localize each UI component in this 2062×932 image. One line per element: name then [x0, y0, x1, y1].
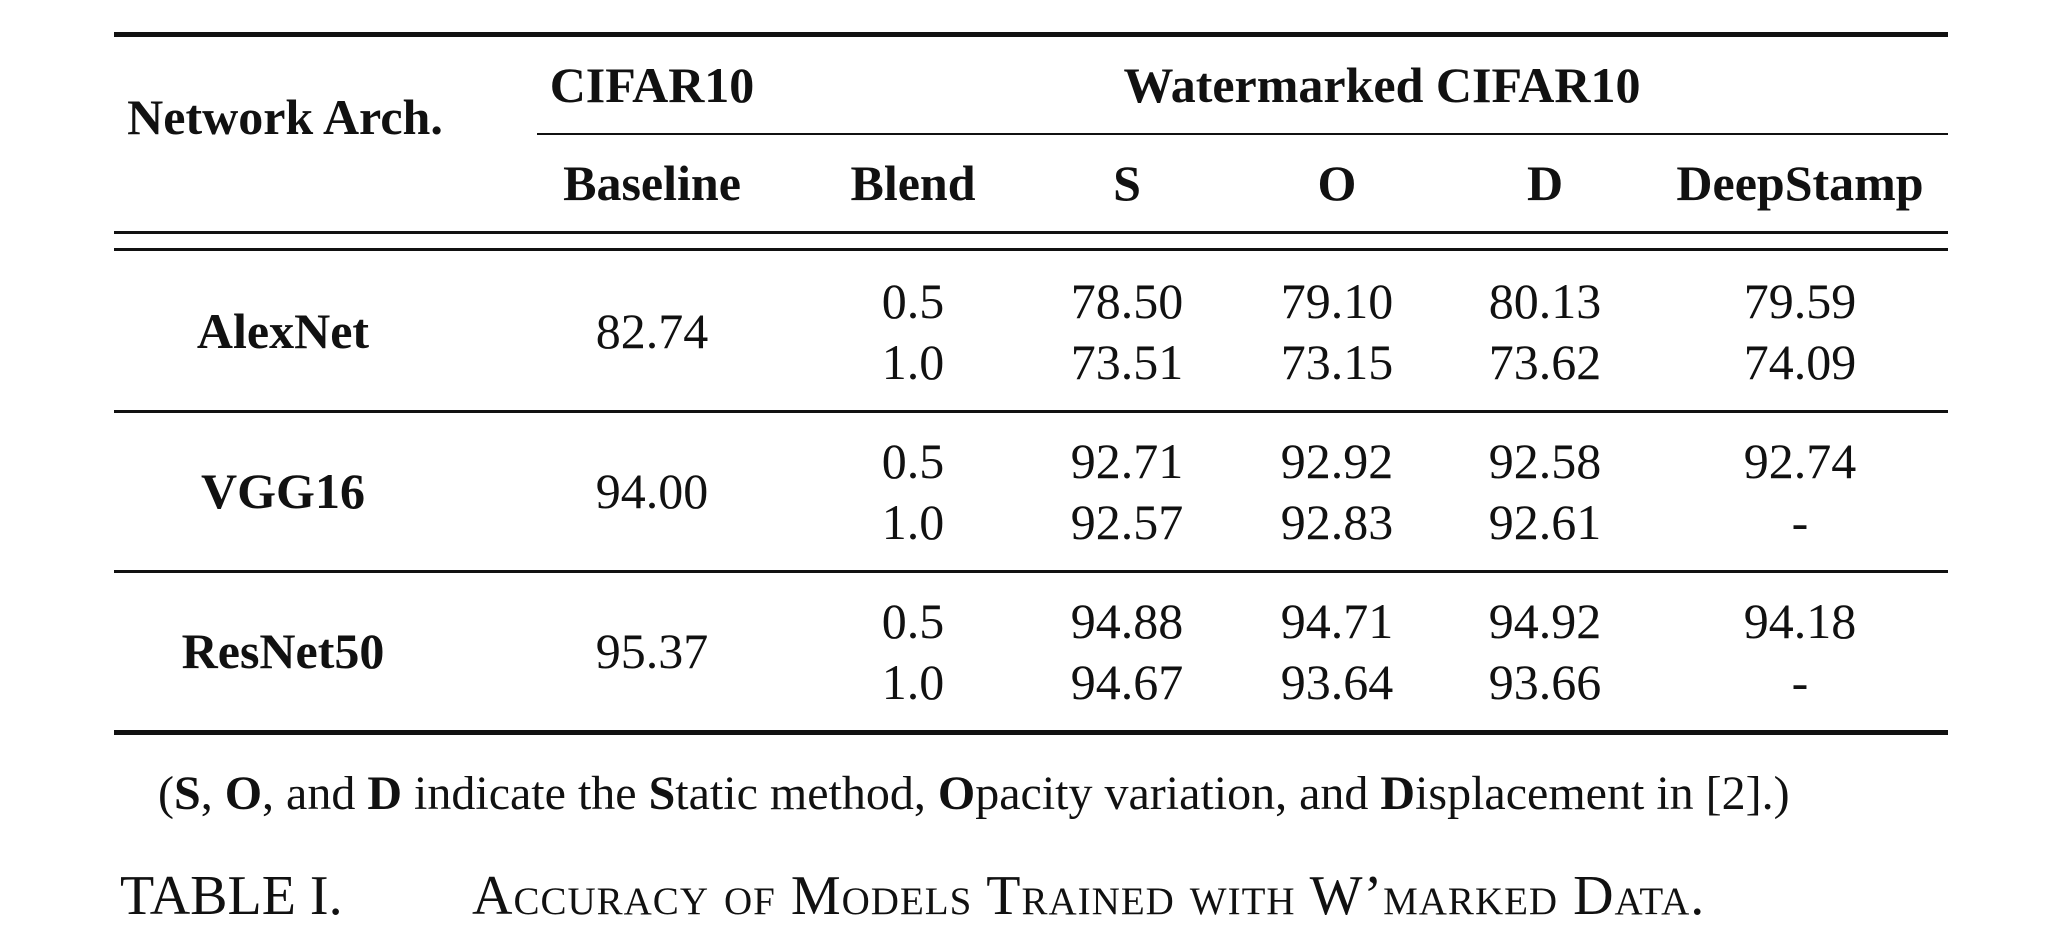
- note-bold: S: [173, 767, 201, 820]
- row-baseline-alexnet: 82.74: [595, 303, 709, 359]
- cell-d: 80.13: [1488, 273, 1602, 329]
- note-bold: O: [937, 767, 976, 820]
- cell-blend: 0.5: [881, 433, 945, 489]
- note-text: ,: [200, 767, 225, 820]
- note-text: tatic method,: [675, 767, 938, 820]
- header-col-deepstamp: DeepStamp: [1676, 155, 1924, 211]
- cell-deepstamp: 79.59: [1743, 273, 1857, 329]
- cell-blend: 0.5: [881, 593, 945, 649]
- note-bold: D: [367, 767, 403, 820]
- header-bottom-rule-1: [114, 231, 1948, 234]
- cell-d: 93.66: [1488, 654, 1602, 710]
- note-text: (: [158, 767, 174, 820]
- cell-s: 92.57: [1070, 494, 1184, 550]
- table-footnote: (S, O, and D indicate the Static method,…: [158, 770, 1790, 818]
- note-text: indicate the: [402, 767, 649, 820]
- cell-deepstamp: 92.74: [1743, 433, 1857, 489]
- watermark-group-rule: [537, 133, 1948, 135]
- table-bottom-rule: [114, 730, 1948, 735]
- cell-blend: 1.0: [881, 494, 945, 550]
- row-baseline-vgg16: 94.00: [595, 463, 709, 519]
- cell-deepstamp: 74.09: [1743, 334, 1857, 390]
- row-baseline-resnet50: 95.37: [595, 623, 709, 679]
- header-col-o: O: [1317, 155, 1357, 211]
- cell-deepstamp: -: [1791, 494, 1809, 550]
- note-bold: O: [224, 767, 263, 820]
- cell-blend: 1.0: [881, 654, 945, 710]
- table-top-rule: [114, 32, 1948, 37]
- header-col-blend: Blend: [850, 155, 976, 211]
- header-col-baseline: Baseline: [563, 155, 741, 211]
- cell-s: 78.50: [1070, 273, 1184, 329]
- cell-d: 73.62: [1488, 334, 1602, 390]
- note-text: , and: [262, 767, 368, 820]
- cell-o: 93.64: [1280, 654, 1394, 710]
- cell-o: 92.92: [1280, 433, 1394, 489]
- cell-s: 73.51: [1070, 334, 1184, 390]
- cell-deepstamp: -: [1791, 654, 1809, 710]
- row-arch-vgg16: VGG16: [201, 463, 365, 519]
- cell-o: 94.71: [1280, 593, 1394, 649]
- cell-o: 73.15: [1280, 334, 1394, 390]
- header-network-arch: Network Arch.: [127, 89, 443, 145]
- cell-s: 94.88: [1070, 593, 1184, 649]
- cell-deepstamp: 94.18: [1743, 593, 1857, 649]
- table-caption-label: TABLE I.: [120, 865, 343, 927]
- row-arch-resnet50: ResNet50: [181, 623, 385, 679]
- header-cifar10: CIFAR10: [549, 57, 755, 113]
- cell-s: 94.67: [1070, 654, 1184, 710]
- cell-s: 92.71: [1070, 433, 1184, 489]
- cell-blend: 1.0: [881, 334, 945, 390]
- table-caption-title: Accuracy of Models Trained with W’marked…: [472, 865, 1706, 927]
- header-watermarked-cifar10: Watermarked CIFAR10: [1123, 57, 1641, 113]
- header-col-s: S: [1113, 155, 1141, 211]
- row-divider-1: [114, 410, 1948, 413]
- cell-d: 94.92: [1488, 593, 1602, 649]
- cell-d: 92.61: [1488, 494, 1602, 550]
- row-divider-2: [114, 570, 1948, 573]
- note-text: isplacement in [2].): [1415, 767, 1790, 820]
- cell-d: 92.58: [1488, 433, 1602, 489]
- note-text: pacity variation, and: [975, 767, 1381, 820]
- cell-o: 79.10: [1280, 273, 1394, 329]
- note-bold: D: [1380, 767, 1416, 820]
- cell-blend: 0.5: [881, 273, 945, 329]
- header-col-d: D: [1526, 155, 1564, 211]
- cell-o: 92.83: [1280, 494, 1394, 550]
- row-arch-alexnet: AlexNet: [196, 303, 370, 359]
- header-bottom-rule-2: [114, 248, 1948, 251]
- note-bold: S: [648, 767, 676, 820]
